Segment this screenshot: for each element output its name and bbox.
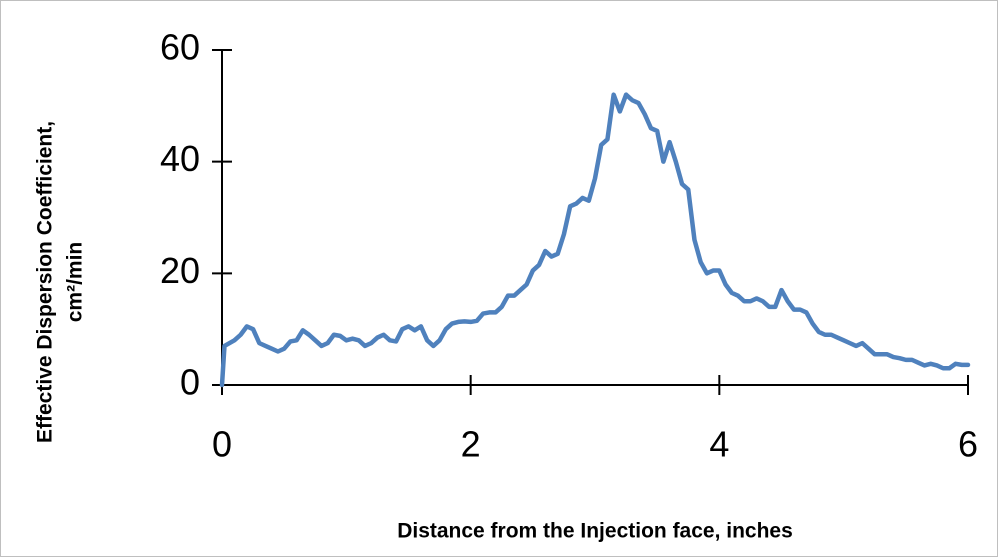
x-tick-label: 4 bbox=[709, 424, 729, 465]
x-tick-label: 0 bbox=[212, 424, 232, 465]
y-axis-label: Effective Dispersion Coefficient, bbox=[34, 121, 57, 443]
y-tick-label: 60 bbox=[160, 27, 200, 68]
y-axis-label: cm²/min bbox=[64, 242, 87, 323]
x-axis-label: Distance from the Injection face, inches bbox=[397, 520, 793, 543]
y-tick-label: 20 bbox=[160, 250, 200, 291]
y-tick-label: 40 bbox=[160, 138, 200, 179]
data-line bbox=[219, 92, 971, 388]
x-tick-label: 2 bbox=[461, 424, 481, 465]
y-tick-label: 0 bbox=[180, 362, 200, 403]
x-tick-label: 6 bbox=[958, 424, 978, 465]
